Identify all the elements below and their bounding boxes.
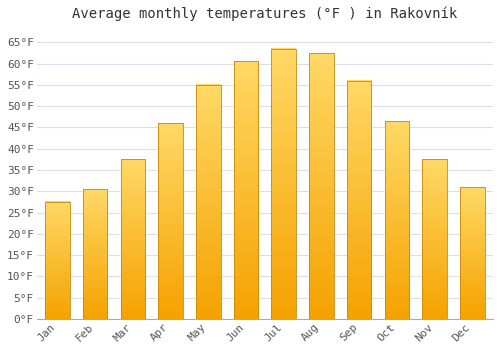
Bar bbox=[120, 159, 145, 319]
Bar bbox=[384, 121, 409, 319]
Bar bbox=[83, 189, 108, 319]
Bar bbox=[347, 80, 372, 319]
Title: Average monthly temperatures (°F ) in Rakovník: Average monthly temperatures (°F ) in Ra… bbox=[72, 7, 458, 21]
Bar bbox=[234, 62, 258, 319]
Bar bbox=[422, 159, 447, 319]
Bar bbox=[460, 187, 484, 319]
Bar bbox=[272, 49, 296, 319]
Bar bbox=[196, 85, 220, 319]
Bar bbox=[309, 53, 334, 319]
Bar bbox=[45, 202, 70, 319]
Bar bbox=[158, 123, 183, 319]
